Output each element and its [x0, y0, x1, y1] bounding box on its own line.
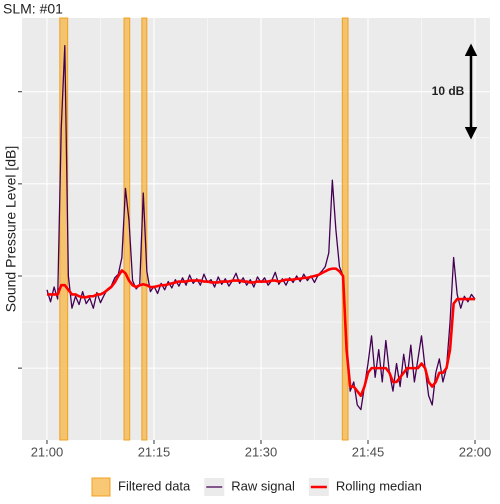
- annotation: 10 dB: [432, 84, 465, 98]
- y-axis-label: Sound Pressure Level [dB]: [3, 146, 19, 313]
- x-tick-label: 21:15: [138, 444, 171, 459]
- series-line: [46, 267, 476, 398]
- filtered-region: [341, 17, 349, 441]
- plot-panel: [22, 18, 490, 440]
- chart-title: SLM: #01: [3, 1, 63, 17]
- legend-label: Filtered data: [118, 478, 191, 493]
- x-tick-label: 21:30: [245, 444, 278, 459]
- legend-label: Rolling median: [336, 478, 422, 493]
- legend-key: [91, 477, 111, 497]
- x-tick-label: 21:45: [352, 444, 385, 459]
- x-tick-label: 22:00: [459, 444, 492, 459]
- x-tick-label: 21:00: [31, 444, 64, 459]
- legend-label: Raw signal: [231, 478, 295, 493]
